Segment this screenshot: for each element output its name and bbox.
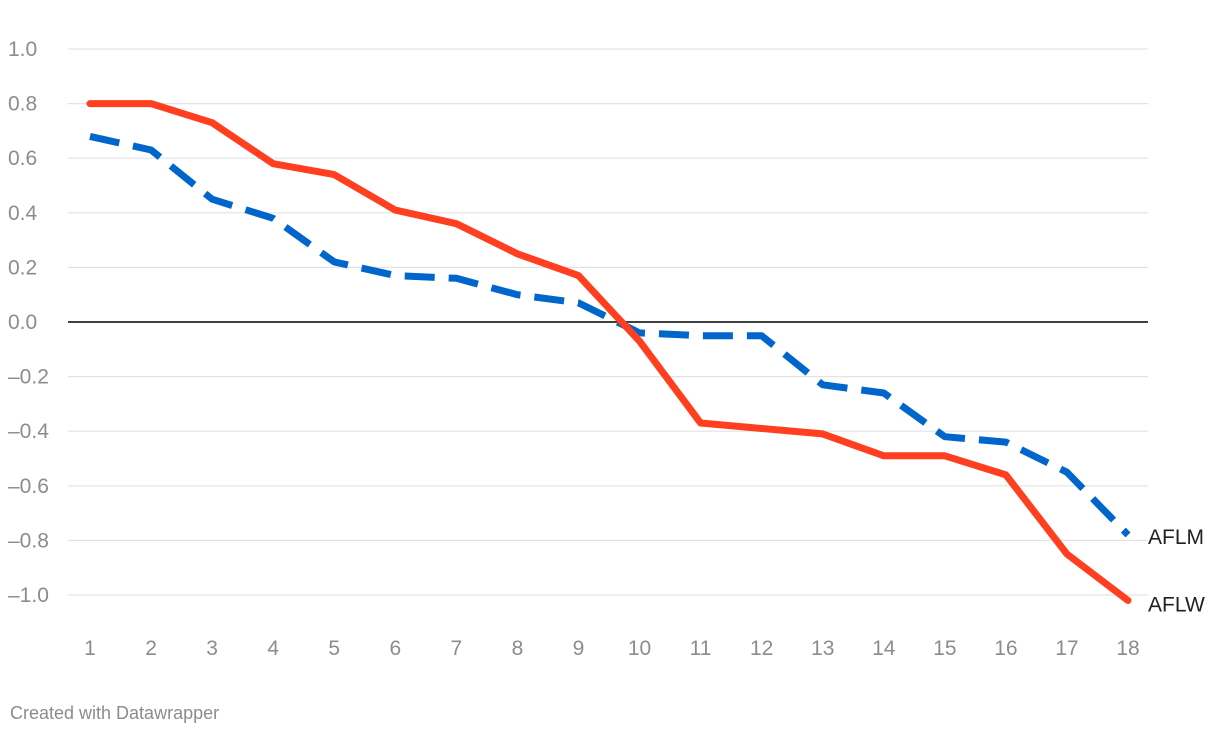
y-tick-label: 0.6	[8, 147, 37, 170]
y-tick-label: 0.0	[8, 311, 37, 334]
data-point-aflw	[697, 420, 704, 427]
y-tick-label: 0.4	[8, 202, 38, 225]
y-tick-label: –1.0	[8, 584, 49, 607]
x-tick-label: 10	[628, 637, 651, 660]
x-tick-label: 18	[1116, 637, 1139, 660]
data-point-aflw	[514, 250, 521, 257]
x-tick-label: 12	[750, 637, 773, 660]
y-tick-label: –0.8	[8, 529, 49, 552]
x-tick-label: 16	[994, 637, 1017, 660]
data-point-aflm	[392, 272, 399, 279]
series-line-aflw	[86, 100, 1132, 604]
data-point-aflm	[819, 381, 826, 388]
series-lines	[86, 100, 1132, 604]
data-point-aflm	[1125, 531, 1132, 538]
x-tick-label: 4	[267, 637, 279, 660]
data-point-aflw	[209, 119, 216, 126]
y-tick-label: –0.2	[8, 366, 49, 389]
x-tick-label: 2	[145, 637, 157, 660]
data-point-aflm	[209, 196, 216, 203]
x-tick-label: 15	[933, 637, 956, 660]
data-point-aflw	[270, 160, 277, 167]
data-point-aflw	[575, 272, 582, 279]
gridlines	[68, 48, 1148, 596]
y-tick-label: 0.8	[8, 93, 37, 116]
x-tick-label: 6	[389, 637, 401, 660]
y-tick-label: –0.4	[8, 420, 49, 443]
data-point-aflw	[819, 430, 826, 437]
x-tick-label: 8	[512, 637, 524, 660]
data-point-aflm	[148, 147, 155, 154]
data-point-aflw	[758, 425, 765, 432]
y-tick-label: 1.0	[8, 38, 37, 61]
data-point-aflw	[87, 100, 94, 107]
data-point-aflm	[575, 299, 582, 306]
series-label-aflm: AFLM	[1148, 526, 1204, 549]
data-point-aflm	[514, 291, 521, 298]
y-tick-label: 0.2	[8, 256, 37, 279]
data-point-aflw	[453, 220, 460, 227]
data-point-aflm	[941, 433, 948, 440]
data-point-aflm	[270, 215, 277, 222]
x-tick-label: 13	[811, 637, 834, 660]
y-tick-label: –0.6	[8, 475, 49, 498]
data-point-aflm	[331, 258, 338, 265]
x-tick-label: 1	[84, 637, 96, 660]
data-point-aflw	[1002, 471, 1009, 478]
x-tick-label: 7	[451, 637, 463, 660]
data-point-aflw	[1125, 597, 1132, 604]
x-tick-label: 3	[206, 637, 218, 660]
data-point-aflw	[331, 171, 338, 178]
data-point-aflm	[758, 332, 765, 339]
x-tick-label: 11	[690, 637, 712, 660]
x-axis-tick-labels: 1 2 3 4 5 6 7 8 9 10 11 12 13 14 15 16 17 18	[84, 637, 1140, 660]
data-point-aflm	[1002, 439, 1009, 446]
series-label-aflw: AFLW	[1148, 593, 1205, 616]
data-point-aflm	[87, 133, 94, 140]
x-tick-label: 17	[1055, 637, 1078, 660]
data-point-aflw	[636, 338, 643, 345]
y-axis-tick-labels: 1.0 0.8 0.6 0.4 0.2 0.0 –0.2 –0.4 –0.6 –0.8 –1.0	[8, 38, 49, 607]
data-point-aflm	[697, 332, 704, 339]
series-labels: AFLM AFLW	[1148, 526, 1205, 617]
data-point-aflm	[880, 389, 887, 396]
data-point-aflw	[392, 207, 399, 214]
data-point-aflw	[148, 100, 155, 107]
data-point-aflw	[1063, 551, 1070, 558]
x-tick-label: 5	[328, 637, 340, 660]
data-point-aflm	[1063, 469, 1070, 476]
datawrapper-credit: Created with Datawrapper	[10, 703, 220, 723]
data-point-aflw	[941, 452, 948, 459]
x-tick-label: 14	[872, 637, 896, 660]
x-tick-label: 9	[573, 637, 585, 660]
data-point-aflm	[453, 275, 460, 282]
data-point-aflw	[880, 452, 887, 459]
series-line-aflm	[89, 132, 1131, 538]
